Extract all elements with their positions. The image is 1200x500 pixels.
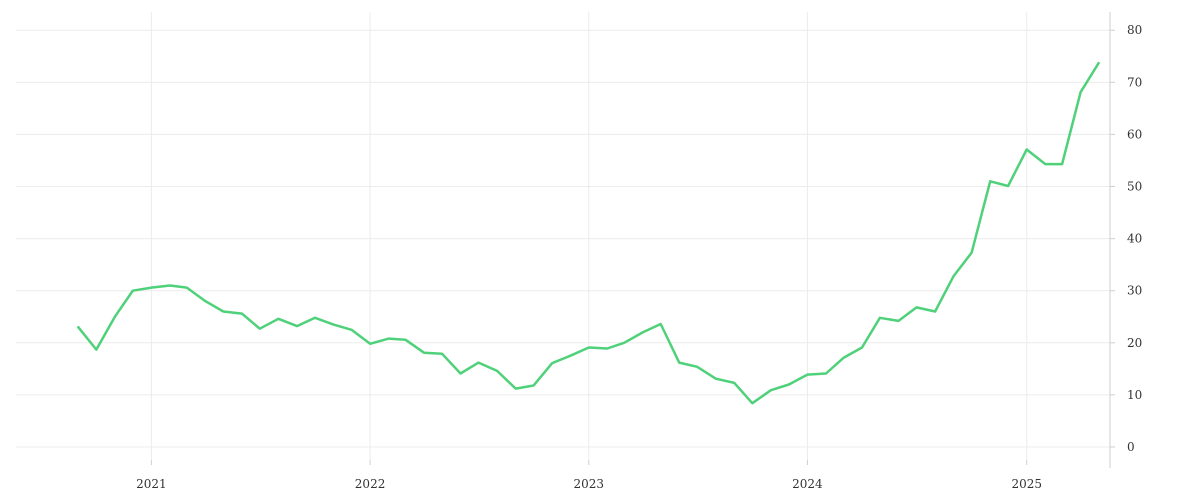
y-tick-label: 50 (1127, 180, 1142, 194)
x-tick-label: 2023 (573, 477, 604, 491)
series-line-1 (77, 61, 1100, 405)
y-tick-label: 30 (1127, 284, 1142, 298)
y-tick-label: 10 (1127, 388, 1142, 402)
y-tick-label: 0 (1127, 440, 1135, 454)
y-tick-label: 60 (1127, 127, 1142, 141)
x-tick-label: 2025 (1011, 477, 1042, 491)
y-tick-label: 40 (1127, 232, 1142, 246)
x-tick-label: 2022 (355, 477, 386, 491)
tick-label-layer: 0 10 20 30 40 50 60 70 80 2021 2022 2023 2024 2025 (136, 23, 1142, 491)
x-tick-label: 2024 (792, 477, 823, 491)
y-tick-label: 80 (1127, 23, 1142, 37)
y-tick-label: 20 (1127, 336, 1142, 350)
series-layer (77, 61, 1100, 405)
y-tick-label: 70 (1127, 75, 1142, 89)
grid-layer (16, 12, 1115, 465)
x-tick-label: 2021 (136, 477, 167, 491)
